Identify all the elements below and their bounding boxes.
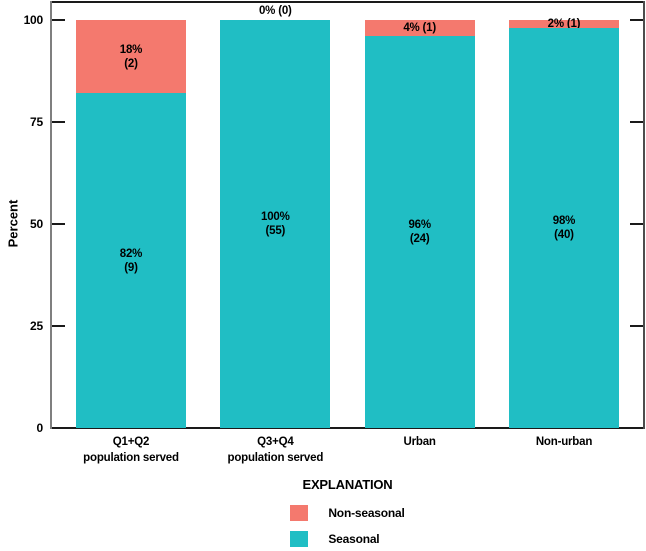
bar-value-label-nonseasonal: (2) [124,57,138,70]
legend: EXPLANATION Non-seasonal Seasonal [50,477,645,551]
bar-segment-nonseasonal: 2% (1) [508,18,619,31]
category-line1: Q3+Q4 [257,436,294,448]
bar-segment-seasonal: 96% (24) [364,36,475,428]
x-axis-category-label: Urban [365,434,475,466]
right-tick-mark [630,19,645,21]
y-axis-tick-label: 50 [30,217,43,231]
legend-label-seasonal: Seasonal [328,532,380,546]
bar-value-label-seasonal: (40) [554,229,574,242]
non-seasonal-swatch [290,505,309,521]
y-axis-line [50,1,52,429]
bar-value-label-seasonal: (24) [409,233,430,246]
y-axis-tick-label: 100 [23,13,44,27]
legend-item-non-seasonal: Non-seasonal [290,505,405,521]
bar-q3-q4: 0% (0) 100% (55) [220,5,331,428]
y-axis-tick-label: 0 [36,421,44,435]
legend-title: EXPLANATION [302,477,393,492]
plot-frame-top [50,1,645,3]
bar-segment-seasonal: 100% (55) [220,20,331,428]
y-axis-tick-label: 25 [30,319,43,333]
bar-value-label-nonseasonal: 2% (1) [547,18,581,31]
category-line1: Non-urban [535,436,593,448]
x-axis-labels: Q1+Q2 population served Q3+Q4 population se… [52,434,643,466]
bar-q1-q2: 18% (2) 82% (9) [76,20,186,428]
legend-item-seasonal: Seasonal [290,531,404,547]
bar-value-label-seasonal: (55) [265,225,286,237]
legend-rows: Non-seasonal Seasonal [290,505,405,551]
category-line2: population served [83,452,179,464]
bar-value-label-seasonal: 98% [552,215,576,228]
left-tick-mark [50,121,65,123]
category-line1: Urban [403,436,436,448]
bar-value-label-seasonal: 100% [261,211,290,223]
bar-value-label-nonseasonal: 0% (0) [258,5,292,17]
bar-segment-seasonal: 98% (40) [508,28,619,428]
left-tick-mark [50,19,65,21]
left-tick-mark [50,223,65,225]
x-axis-line [50,427,645,429]
bar-non-urban: 2% (1) 98% (40) [508,18,619,428]
legend-label-non-seasonal: Non-seasonal [328,506,405,520]
y-axis-tick-label: 75 [30,115,43,129]
bar-value-label-seasonal: (9) [124,261,138,274]
category-line2: population served [227,452,324,464]
bars-area: 18% (2) 82% (9) 0% (0) 100% (55) 4% (1) 96% (24) 2… [52,5,643,428]
bar-value-label-seasonal: 96% [408,219,431,232]
right-tick-mark [630,325,645,327]
bar-segment-seasonal: 82% (9) [76,93,186,428]
left-tick-mark [50,325,65,327]
bar-urban: 4% (1) 96% (24) [364,20,475,428]
bar-segment-nonseasonal: 4% (1) [364,20,475,37]
x-axis-category-label: Q1+Q2 population served [76,434,186,466]
bar-value-label-seasonal: 82% [119,247,143,260]
x-axis-category-label: Q3+Q4 population served [220,434,330,466]
seasonal-swatch [290,531,309,547]
plot-frame-right [643,1,645,429]
right-tick-mark [630,223,645,225]
category-line1: Q1+Q2 [112,436,150,448]
bar-value-label-nonseasonal: 18% [119,43,143,56]
right-tick-mark [630,121,645,123]
x-axis-category-label: Non-urban [509,434,619,466]
bar-value-label-nonseasonal: 4% (1) [403,22,436,35]
bar-segment-nonseasonal: 18% (2) [76,20,186,94]
